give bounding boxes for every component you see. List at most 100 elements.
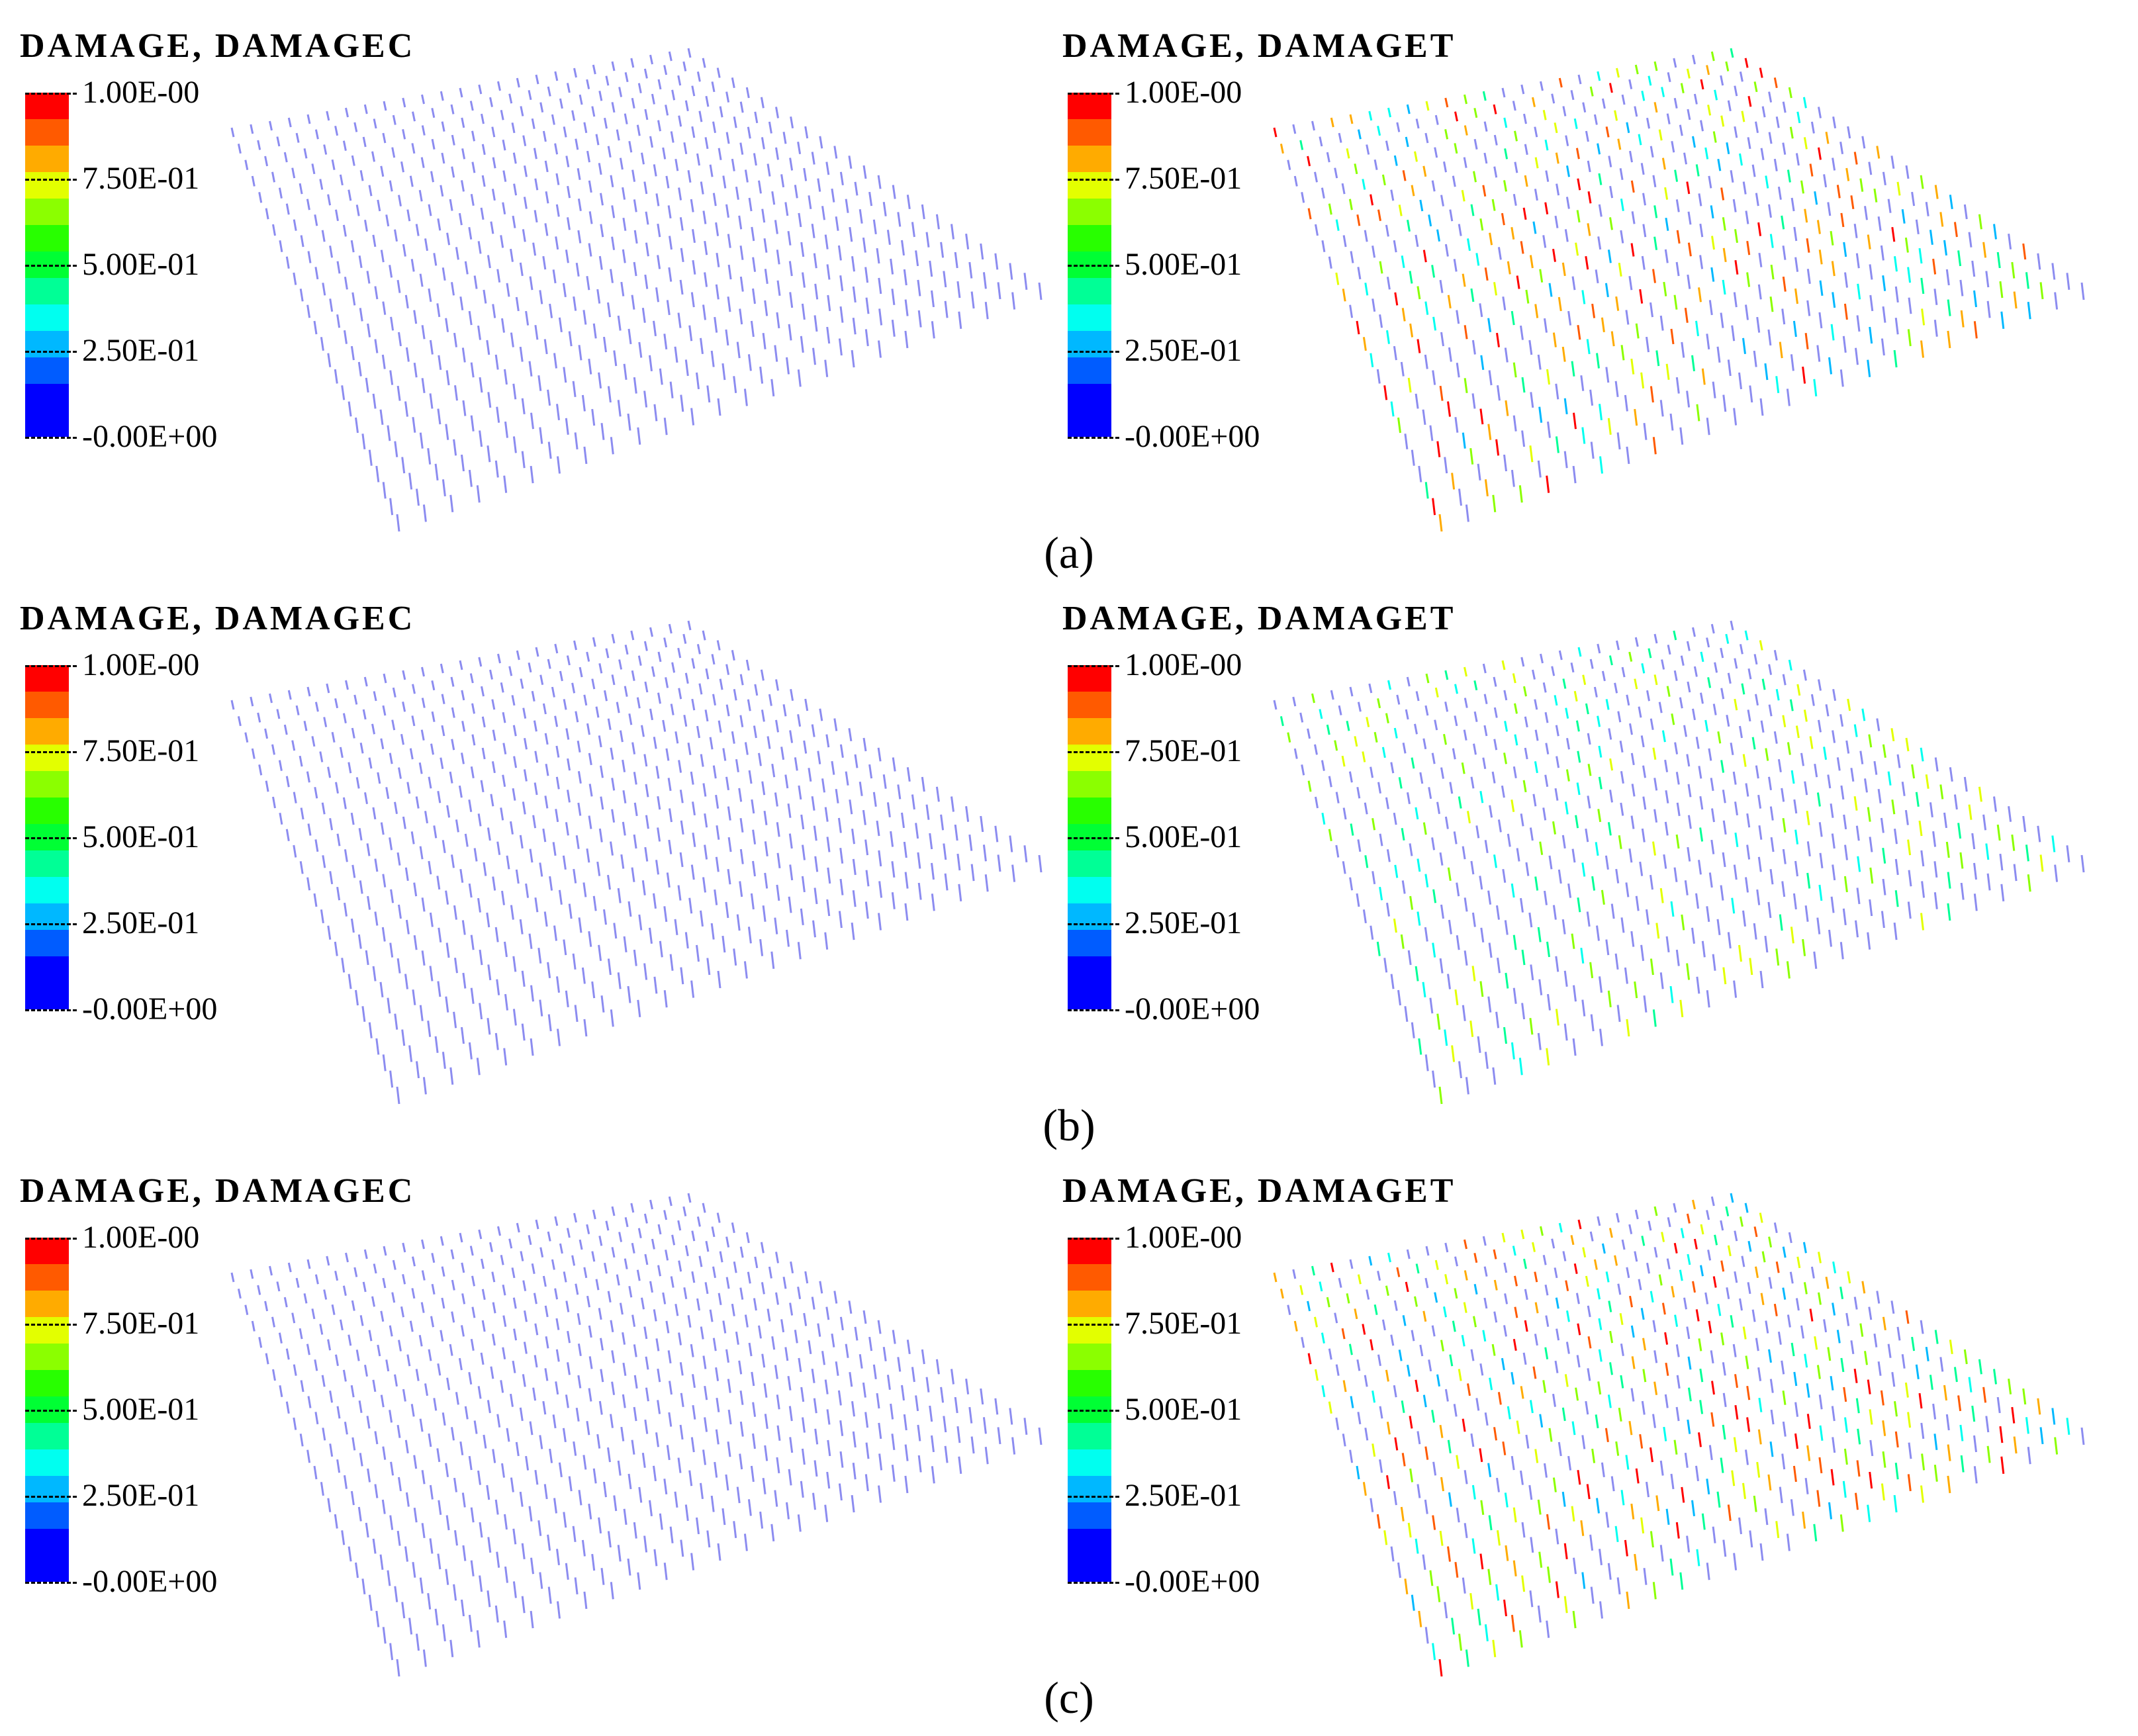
mesh-element-segment xyxy=(1448,1492,1452,1507)
mesh-element-segment xyxy=(449,1639,454,1657)
mesh-element-segment xyxy=(838,911,843,929)
mesh-element-segment xyxy=(375,465,380,482)
mesh-element-segment xyxy=(677,1220,682,1231)
mesh-element-segment xyxy=(382,132,387,144)
mesh-element-segment xyxy=(1641,91,1646,101)
mesh-element-segment xyxy=(1011,1437,1016,1455)
mesh-element-segment xyxy=(622,821,626,836)
mesh-element-segment xyxy=(813,888,818,905)
mesh-element-segment xyxy=(1601,98,1606,109)
mesh-element-segment xyxy=(1731,897,1736,914)
mesh-element-segment xyxy=(1448,347,1452,362)
mesh-element-segment xyxy=(1920,913,1924,931)
mesh-element-segment xyxy=(1734,698,1738,711)
mesh-element-segment xyxy=(1869,899,1873,917)
mesh-element-segment xyxy=(1868,734,1873,748)
mesh-element-segment xyxy=(1419,1344,1424,1357)
mesh-element-segment xyxy=(940,242,945,258)
mesh-element-segment xyxy=(774,345,778,362)
mesh-element-segment xyxy=(1818,1292,1822,1305)
mesh-element-segment xyxy=(1845,740,1850,754)
mesh-element-segment xyxy=(1301,764,1305,776)
mesh-element-segment xyxy=(1511,799,1515,813)
mesh-element-segment xyxy=(1532,669,1536,680)
mesh-element-segment xyxy=(1604,283,1609,298)
mesh-element-segment xyxy=(1591,876,1596,891)
mesh-element-segment xyxy=(283,724,288,735)
mesh-element-segment xyxy=(1538,406,1543,423)
mesh-element-segment xyxy=(1907,901,1912,919)
mesh-element-segment xyxy=(1364,1375,1368,1387)
mesh-element-segment xyxy=(1894,1431,1899,1448)
mesh-element-segment xyxy=(483,289,487,304)
mesh-element-segment xyxy=(1571,1506,1575,1522)
mesh-element-segment xyxy=(678,760,682,773)
mesh-element-segment xyxy=(1653,1247,1658,1258)
mesh-element-segment xyxy=(1673,670,1678,681)
mesh-element-segment xyxy=(1479,303,1483,318)
mesh-element-segment xyxy=(1307,156,1311,167)
mesh-element-segment xyxy=(1643,995,1648,1013)
mesh-element-segment xyxy=(1411,449,1415,466)
mesh-element-segment xyxy=(702,58,706,68)
mesh-element-segment xyxy=(300,1380,304,1393)
legend-color-segment xyxy=(25,1317,69,1344)
mesh-element-segment xyxy=(573,1212,577,1223)
mesh-element-segment xyxy=(1279,715,1284,727)
mesh-element-segment xyxy=(1571,276,1576,291)
mesh-element-segment xyxy=(679,790,684,803)
mesh-element-segment xyxy=(1406,676,1411,687)
mesh-element-segment xyxy=(510,248,514,262)
mesh-element-segment xyxy=(364,792,368,804)
mesh-element-segment xyxy=(1687,1254,1691,1265)
mesh-element-segment xyxy=(655,766,660,779)
mesh-element-segment xyxy=(1565,1280,1569,1291)
mesh-element-segment xyxy=(1768,91,1773,103)
mesh-element-segment xyxy=(429,1485,434,1500)
mesh-element-segment xyxy=(1338,705,1342,715)
mesh-element-segment xyxy=(1417,1431,1421,1445)
mesh-element-segment xyxy=(1512,415,1517,432)
mesh-element-segment xyxy=(1764,363,1769,381)
mesh-element-segment xyxy=(865,870,870,887)
mesh-element-segment xyxy=(1993,224,1997,240)
mesh-element-segment xyxy=(1675,1344,1680,1357)
mesh-element-segment xyxy=(1891,226,1896,242)
mesh-element-segment xyxy=(1307,780,1312,792)
mesh-element-segment xyxy=(1432,942,1436,958)
mesh-element-segment xyxy=(605,1220,610,1231)
mesh-element-segment xyxy=(371,1296,375,1307)
mesh-element-segment xyxy=(271,744,275,755)
mesh-element-segment xyxy=(329,871,334,885)
mesh-element-segment xyxy=(1470,1349,1475,1361)
mesh-element-segment xyxy=(1520,325,1524,340)
mesh-element-segment xyxy=(1794,288,1798,304)
mesh-element-segment xyxy=(790,689,794,702)
mesh-element-segment xyxy=(577,771,582,784)
mesh-element-segment xyxy=(758,1325,762,1339)
mesh-element-segment xyxy=(610,1582,614,1600)
mesh-element-segment xyxy=(1733,980,1738,998)
mesh-element-segment xyxy=(1348,1344,1353,1355)
mesh-element-segment xyxy=(1619,1312,1624,1325)
mesh-element-segment xyxy=(436,1448,441,1463)
mesh-element-segment xyxy=(355,1562,359,1578)
mesh-element-segment xyxy=(419,273,424,287)
mesh-element-segment xyxy=(1512,935,1517,950)
mesh-element-segment xyxy=(1453,831,1458,845)
mesh-element-segment xyxy=(418,762,423,774)
mesh-element-segment xyxy=(413,1455,418,1469)
mesh-element-segment xyxy=(1947,299,1951,316)
mesh-element-segment xyxy=(591,1251,596,1262)
mesh-element-segment xyxy=(1742,754,1747,767)
mesh-element-segment xyxy=(624,71,629,83)
mesh-element-segment xyxy=(382,705,387,716)
mesh-element-segment xyxy=(306,114,311,124)
mesh-element-segment xyxy=(419,1577,424,1594)
mesh-element-segment xyxy=(904,903,909,921)
mesh-element-segment xyxy=(1712,704,1717,715)
mesh-element-segment xyxy=(1335,1417,1340,1430)
mesh-element-segment xyxy=(716,68,721,78)
mesh-element-segment xyxy=(519,1491,524,1507)
mesh-element-segment xyxy=(547,441,552,459)
